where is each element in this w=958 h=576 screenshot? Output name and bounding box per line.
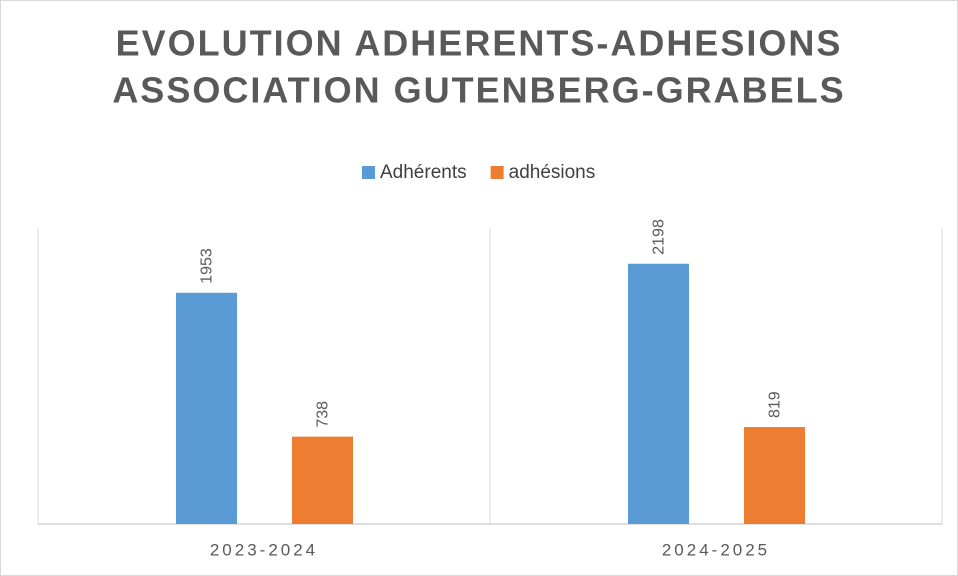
chart-title: EVOLUTION ADHERENTS-ADHESIONS xyxy=(116,23,843,64)
data-label: 819 xyxy=(767,391,784,418)
chart-title: ASSOCIATION GUTENBERG-GRABELS xyxy=(112,70,845,111)
bar xyxy=(627,263,690,524)
bar xyxy=(175,292,238,524)
data-label: 2198 xyxy=(651,219,668,255)
data-label: 738 xyxy=(315,401,332,428)
legend-swatch xyxy=(490,166,504,179)
data-label: 1953 xyxy=(199,248,216,284)
legend-swatch xyxy=(362,166,375,179)
bar xyxy=(743,427,806,524)
legend-label: Adhérents xyxy=(380,162,467,183)
x-tick-label: 2023-2024 xyxy=(210,540,318,559)
x-tick-label: 2024-2025 xyxy=(662,540,770,559)
bar xyxy=(291,436,354,524)
legend-label: adhésions xyxy=(509,162,596,183)
